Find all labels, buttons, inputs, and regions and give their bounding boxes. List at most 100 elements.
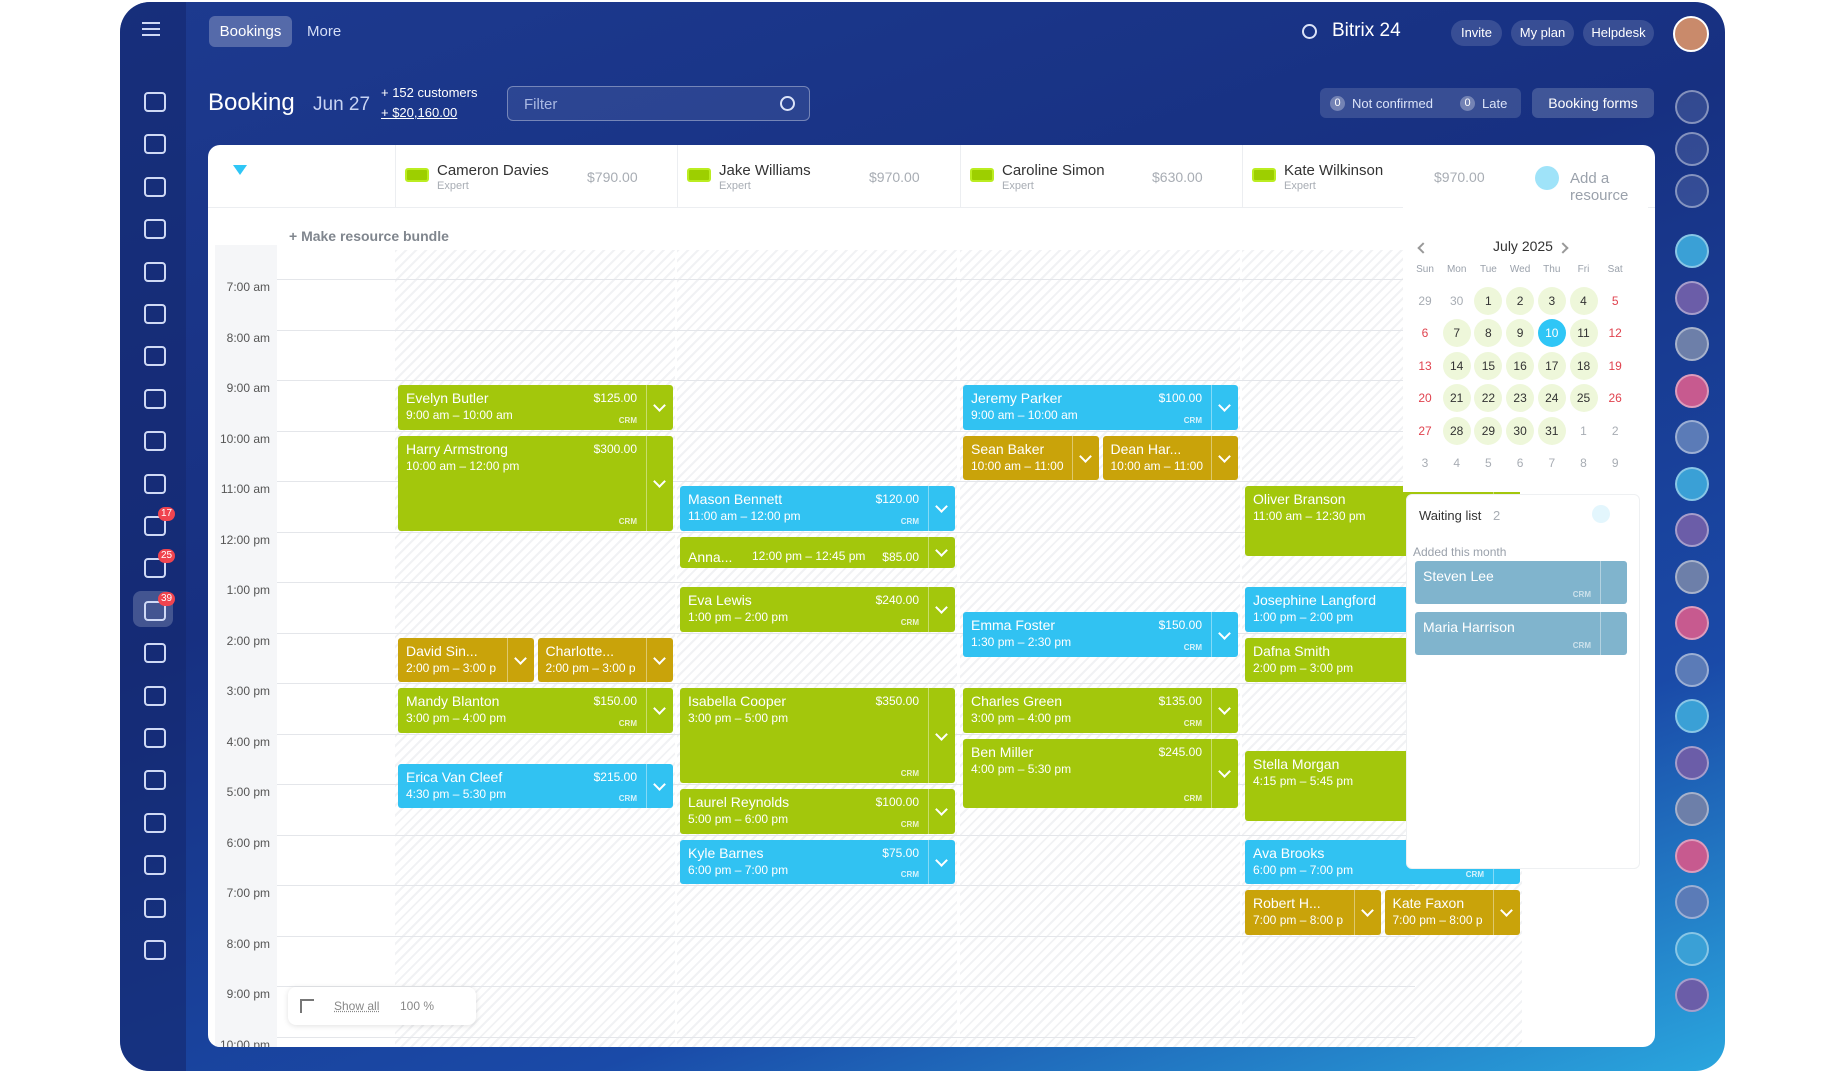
calendar-day[interactable]: 7	[1442, 319, 1471, 348]
right-sidebar-item[interactable]	[1675, 513, 1709, 547]
sidebar-icon[interactable]	[144, 516, 166, 536]
expand-chevron[interactable]	[1211, 738, 1238, 809]
expand-chevron[interactable]	[1211, 612, 1238, 657]
calendar-day[interactable]: 9	[1611, 456, 1619, 470]
booking-card[interactable]: Anna... 12:00 pm – 12:45 pm $85.00	[680, 536, 955, 569]
calendar-day[interactable]: 14	[1442, 351, 1471, 380]
calendar-day[interactable]: 8	[1580, 456, 1587, 470]
calendar-day[interactable]: 7	[1548, 456, 1556, 470]
booking-card[interactable]: Eva Lewis 1:00 pm – 2:00 pm $240.00 CRM	[680, 587, 955, 632]
calendar-day[interactable]: 28	[1442, 416, 1471, 445]
calendar-day[interactable]: 16	[1506, 351, 1535, 380]
right-sidebar-item[interactable]	[1675, 373, 1709, 408]
sidebar-icon[interactable]	[144, 685, 166, 706]
calendar-day[interactable]: 2	[1611, 423, 1619, 438]
header-button[interactable]: Helpdesk	[1583, 20, 1654, 46]
calendar-day[interactable]: 5	[1611, 294, 1619, 308]
resource-name[interactable]: Kate Wilkinson	[1284, 162, 1384, 179]
calendar-day[interactable]: 1	[1580, 423, 1587, 438]
booking-card[interactable]: Charles Green 3:00 pm – 4:00 pm $135.00 CRM	[963, 688, 1238, 733]
calendar-day[interactable]: 29	[1474, 416, 1503, 445]
booking-card[interactable]: Dean Har... 10:00 am – 11:00	[1102, 435, 1238, 480]
resource-name[interactable]: Jake Williams	[719, 162, 811, 179]
calendar-day[interactable]: 26	[1608, 391, 1622, 406]
add-waiting[interactable]	[1592, 505, 1610, 523]
calendar-day[interactable]: 20	[1418, 391, 1432, 406]
calendar-day[interactable]: 22	[1474, 384, 1503, 413]
booking-forms-button[interactable]: Booking forms	[1532, 88, 1654, 118]
expand-chevron[interactable]	[1600, 612, 1627, 655]
header-button[interactable]: My plan	[1511, 20, 1574, 46]
tab[interactable]: More	[307, 23, 342, 40]
sidebar-icon[interactable]	[144, 600, 166, 621]
booking-card[interactable]: Jeremy Parker 9:00 am – 10:00 am $100.00 CR…	[963, 385, 1238, 430]
booking-card[interactable]: Mandy Blanton 3:00 pm – 4:00 pm $150.00 CRM	[398, 688, 673, 733]
filter-icon[interactable]	[233, 165, 247, 175]
expand-chevron[interactable]	[1493, 890, 1520, 935]
make-bundle[interactable]: + Make resource bundle	[289, 228, 449, 244]
calendar-day[interactable]: 30	[1450, 294, 1464, 308]
booking-card[interactable]: Evelyn Butler 9:00 am – 10:00 am $125.00 CR…	[398, 385, 673, 430]
sidebar-icon[interactable]	[144, 346, 166, 367]
right-sidebar-item[interactable]	[1675, 885, 1709, 919]
expand-chevron[interactable]	[928, 688, 955, 783]
sidebar-icon[interactable]	[144, 812, 166, 833]
sidebar-icon[interactable]	[144, 558, 166, 579]
calendar-day[interactable]: 30	[1506, 416, 1535, 445]
sidebar-icon[interactable]	[144, 92, 166, 112]
calendar-day[interactable]: 31	[1537, 416, 1566, 445]
sidebar-icon[interactable]	[144, 176, 166, 197]
booking-card[interactable]: Robert H... 7:00 pm – 8:00 p	[1245, 890, 1381, 935]
right-sidebar-item[interactable]	[1675, 280, 1709, 315]
calendar-day[interactable]: 8	[1474, 319, 1503, 348]
expand-chevron[interactable]	[646, 637, 673, 682]
calendar-day[interactable]: 4	[1453, 456, 1461, 470]
right-sidebar-item[interactable]	[1675, 745, 1709, 780]
right-sidebar-item[interactable]	[1675, 978, 1709, 1012]
right-sidebar-item[interactable]	[1675, 792, 1709, 826]
right-sidebar-item[interactable]	[1675, 132, 1709, 166]
expand-chevron[interactable]	[646, 435, 673, 531]
right-sidebar-item[interactable]	[1675, 327, 1709, 361]
right-sidebar-item[interactable]	[1675, 838, 1709, 873]
sidebar-icon[interactable]	[144, 431, 166, 452]
right-sidebar-item[interactable]	[1675, 606, 1709, 640]
booking-card[interactable]: Kate Faxon 7:00 pm – 8:00 p	[1384, 890, 1520, 935]
expand-chevron[interactable]	[928, 789, 955, 834]
expand-chevron[interactable]	[928, 536, 955, 569]
show-all[interactable]: Show all	[334, 999, 380, 1013]
header-button[interactable]: Invite	[1451, 20, 1502, 46]
booking-card[interactable]: Laurel Reynolds 5:00 pm – 6:00 pm $100.00 C…	[680, 789, 955, 834]
expand-chevron[interactable]	[1071, 435, 1099, 480]
counters[interactable]: 0 Not confirmed 0 Late	[1320, 88, 1521, 118]
calendar-day[interactable]: 13	[1418, 358, 1432, 373]
sidebar-icon[interactable]	[144, 897, 166, 918]
expand-chevron[interactable]	[646, 688, 673, 733]
sidebar-icon[interactable]	[144, 134, 166, 155]
calendar-day[interactable]: 15	[1474, 351, 1503, 380]
filter-input[interactable]: Filter	[507, 86, 810, 121]
calendar-day[interactable]: 29	[1418, 294, 1432, 308]
expand-chevron[interactable]	[1353, 890, 1381, 935]
calendar-day[interactable]: 27	[1418, 423, 1432, 438]
right-sidebar-item[interactable]	[1675, 466, 1709, 501]
sidebar-icon[interactable]	[144, 473, 166, 494]
calendar-day[interactable]: 24	[1537, 384, 1566, 413]
calendar-day[interactable]: 12	[1608, 326, 1622, 341]
right-sidebar-item[interactable]	[1675, 234, 1709, 268]
booking-card[interactable]: Isabella Cooper 3:00 pm – 5:00 pm $350.00 C…	[680, 688, 955, 783]
sidebar-icon[interactable]	[144, 770, 166, 791]
calendar-day[interactable]: 2	[1506, 287, 1535, 315]
sidebar-icon[interactable]	[144, 728, 166, 748]
expand-chevron[interactable]	[646, 763, 673, 809]
sidebar-icon[interactable]	[144, 388, 166, 409]
calendar-day[interactable]: 19	[1608, 358, 1622, 373]
expand-chevron[interactable]	[1211, 688, 1238, 733]
calendar-day[interactable]: 18	[1569, 351, 1598, 380]
calendar-day[interactable]: 23	[1506, 384, 1535, 413]
expand-chevron[interactable]	[1600, 561, 1627, 604]
calendar-day[interactable]: 21	[1442, 384, 1471, 413]
calendar-day[interactable]: 11	[1569, 319, 1598, 348]
right-sidebar-item[interactable]	[1675, 90, 1709, 124]
expand-icon[interactable]	[300, 999, 314, 1013]
